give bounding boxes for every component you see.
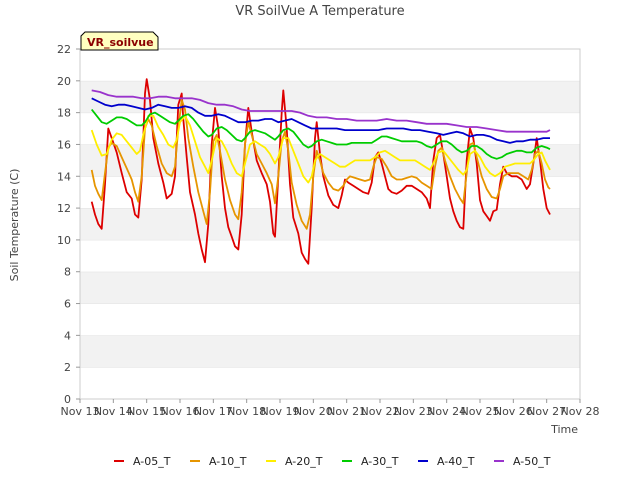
badge-box: [80, 31, 159, 51]
grid-band: [80, 335, 580, 368]
y-tick-label: 6: [64, 298, 71, 311]
x-tick-label: Nov 16: [161, 405, 200, 418]
chart-title: VR SoilVue A Temperature: [235, 4, 404, 19]
series-line-a-20-t: [90, 114, 551, 184]
series-line-a-40-t: [91, 97, 550, 144]
grid-bands: [80, 48, 580, 399]
x-tick-label: Nov 27: [527, 405, 566, 418]
grid-band: [80, 303, 580, 336]
y-tick-label: 12: [57, 202, 71, 215]
station-badge: VR_soilvue: [80, 31, 159, 51]
x-tick-label: Nov 20: [294, 405, 333, 418]
y-tick-label: 2: [64, 361, 71, 374]
grid-band: [80, 239, 580, 272]
y-axis-ticks: 0 2 4 6 8 10 12 14 16 18 20 22: [57, 43, 80, 406]
legend-label: A-50_T: [513, 455, 551, 468]
legend-label: A-05_T: [133, 455, 171, 468]
y-tick-label: 8: [64, 266, 71, 279]
x-tick-label: Nov 13: [61, 405, 100, 418]
plot-frame: [79, 48, 581, 400]
y-tick-label: 10: [57, 234, 71, 247]
legend: A-05_T A-10_T A-20_T A-30_T A-40_T A-50_T: [114, 455, 551, 468]
badge-text: VR_soilvue: [87, 36, 154, 49]
grid-band: [80, 208, 580, 240]
legend-label: A-20_T: [285, 455, 323, 468]
y-tick-label: 14: [57, 170, 71, 183]
legend-label: A-10_T: [209, 455, 247, 468]
grid-band: [80, 176, 580, 209]
grid-band: [80, 49, 580, 81]
x-tick-label: Nov 14: [94, 405, 133, 418]
grid-band: [80, 367, 580, 399]
series-lines: [90, 78, 551, 265]
x-tick-label: Nov 26: [494, 405, 533, 418]
y-tick-label: 0: [64, 393, 71, 406]
y-tick-label: 4: [64, 329, 71, 342]
series-line-a-50-t: [91, 89, 551, 133]
y-tick-label: 16: [57, 138, 71, 151]
x-axis-label: Time: [550, 423, 578, 436]
y-tick-label: 18: [57, 107, 71, 120]
x-tick-label: Nov 17: [194, 405, 233, 418]
series-line-a-30-t: [90, 108, 551, 160]
x-tick-label: Nov 28: [561, 405, 600, 418]
legend-label: A-40_T: [437, 455, 475, 468]
x-tick-label: Nov 21: [327, 405, 366, 418]
x-tick-label: Nov 18: [227, 405, 266, 418]
x-tick-label: Nov 23: [394, 405, 433, 418]
y-axis-label: Soil Temperature (C): [8, 169, 21, 282]
grid-band: [80, 271, 580, 304]
x-tick-label: Nov 19: [261, 405, 300, 418]
x-tick-label: Nov 25: [461, 405, 500, 418]
x-tick-label: Nov 22: [361, 405, 400, 418]
legend-label: A-30_T: [361, 455, 399, 468]
y-tick-label: 22: [57, 43, 71, 56]
x-tick-label: Nov 24: [427, 405, 466, 418]
series-line-a-10-t: [90, 99, 551, 230]
x-tick-label: Nov 15: [127, 405, 166, 418]
y-tick-label: 20: [57, 75, 71, 88]
